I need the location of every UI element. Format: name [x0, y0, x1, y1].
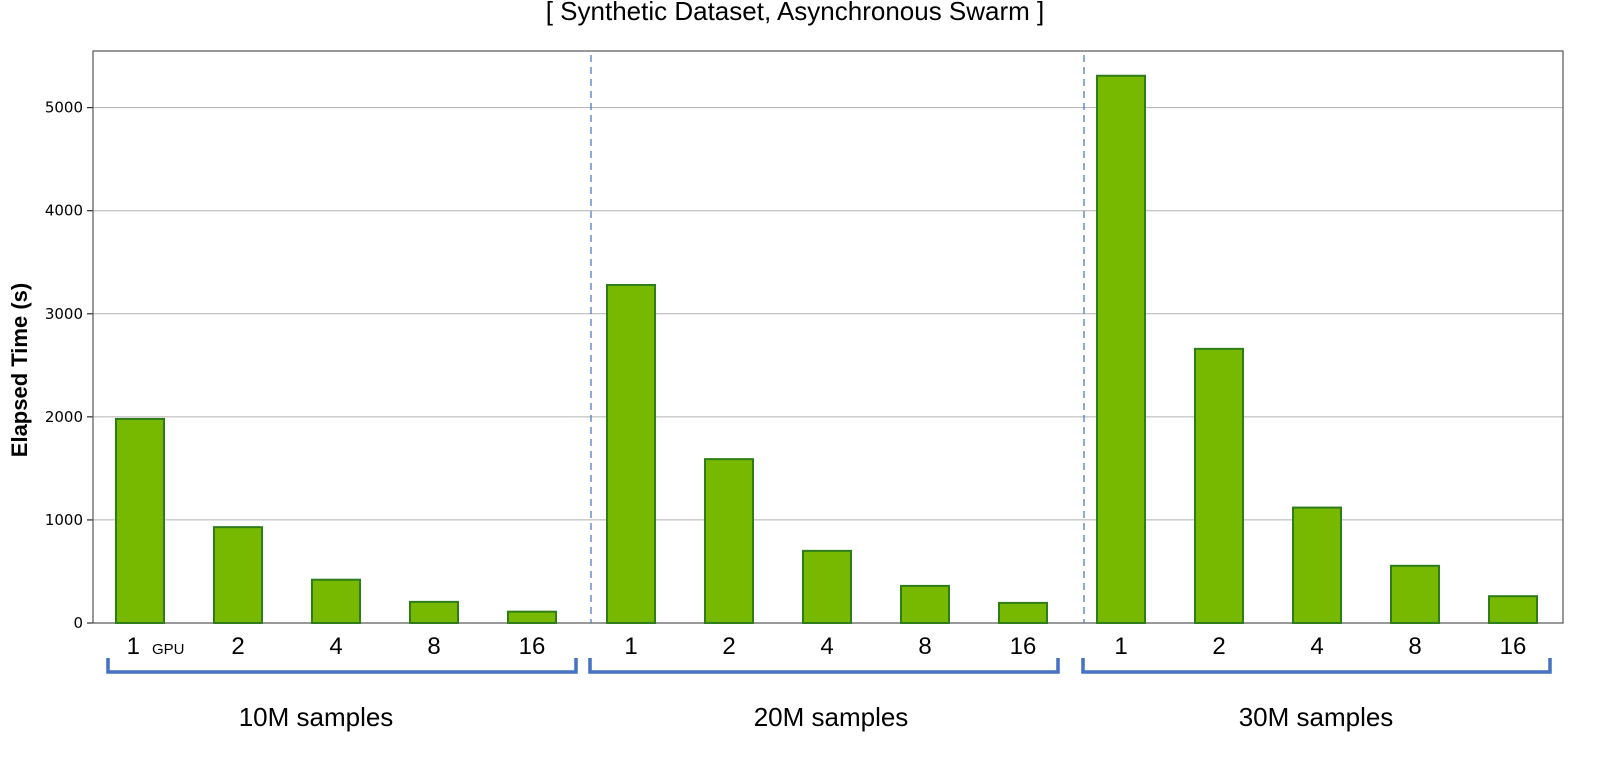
bar: [507, 610, 557, 625]
x-tick-label: 1: [624, 633, 637, 660]
x-tick-label: 1: [1114, 633, 1127, 660]
x-tick-label: 4: [329, 633, 342, 660]
bar: [704, 458, 754, 624]
bar: [213, 526, 263, 625]
y-tick-label: 5000: [45, 99, 83, 117]
x-tick-label: 4: [1310, 633, 1323, 660]
y-tick-label: 4000: [45, 202, 83, 220]
y-tick-label: 0: [73, 614, 83, 632]
x-tick-label: 16: [1010, 633, 1037, 660]
y-tick-label: 3000: [45, 305, 83, 323]
x-tick-unit-label: GPU: [152, 641, 185, 658]
bar: [1194, 347, 1244, 624]
bar: [998, 601, 1048, 625]
x-tick-label: 16: [519, 633, 546, 660]
x-tick-label: 2: [722, 633, 735, 660]
bar: [802, 549, 852, 624]
bar: [1292, 506, 1342, 624]
y-axis-label: Elapsed Time (s): [7, 283, 32, 457]
group-bracket: [588, 658, 1060, 674]
x-tick-label: 2: [231, 633, 244, 660]
x-tick-label: 16: [1500, 633, 1527, 660]
group-label: 20M samples: [754, 702, 909, 732]
group-label: 10M samples: [239, 702, 394, 732]
plot-frame: [92, 50, 1564, 624]
y-tick-label: 2000: [45, 408, 83, 426]
chart-title: [ Synthetic Dataset, Asynchronous Swarm …: [546, 0, 1045, 26]
x-tick-label: 1: [127, 633, 140, 660]
bar: [1096, 74, 1146, 625]
bar: [115, 417, 165, 625]
x-tick-label: 2: [1212, 633, 1225, 660]
bar: [1390, 564, 1440, 624]
plot-area: 0 1000 2000 3000 4000 5000 1 GPU 2 4 8 16 1 2 4 8 16 1 2 4 8…: [45, 50, 1564, 732]
bar: [409, 600, 459, 624]
group-bracket: [106, 658, 578, 674]
group-bracket: [1081, 658, 1552, 674]
group-label: 30M samples: [1239, 702, 1394, 732]
bar: [1488, 595, 1538, 625]
x-tick-label: 8: [918, 633, 931, 660]
bar: [606, 283, 656, 624]
y-tick-label: 1000: [45, 511, 83, 529]
bar: [900, 584, 950, 624]
bar: [311, 578, 361, 624]
x-tick-label: 4: [820, 633, 833, 660]
x-tick-label: 8: [427, 633, 440, 660]
x-tick-label: 8: [1408, 633, 1421, 660]
